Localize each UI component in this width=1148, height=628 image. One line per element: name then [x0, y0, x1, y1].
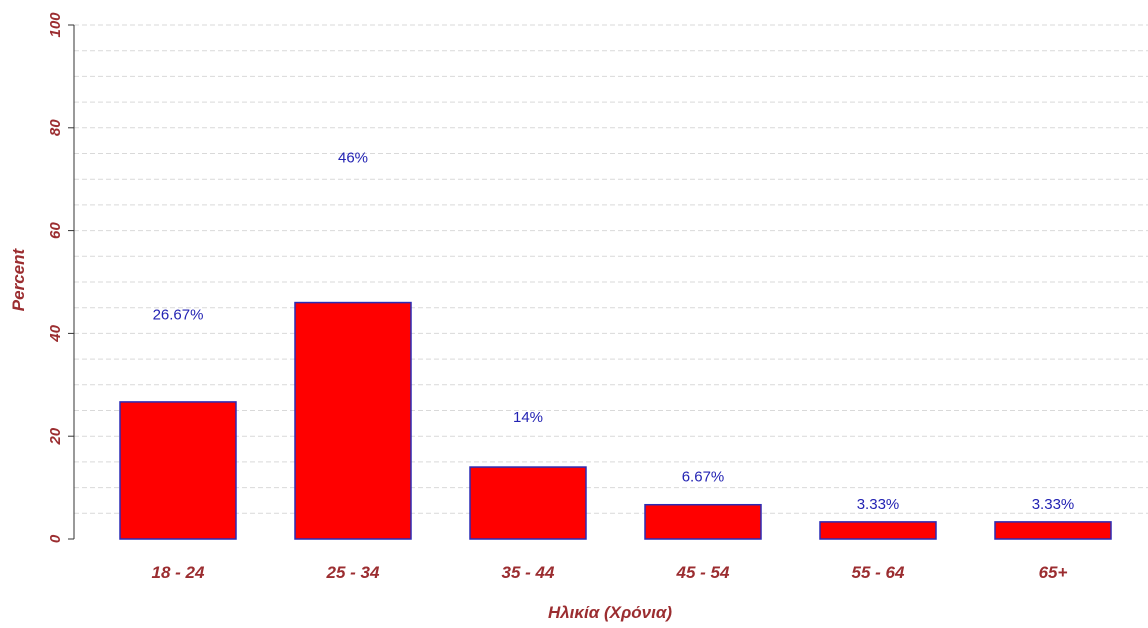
bar-3 [469, 466, 587, 540]
bar-6 [994, 521, 1112, 540]
x-tick-label: 55 - 64 [852, 563, 905, 582]
bar-5 [819, 521, 937, 540]
y-tick-label: 100 [47, 12, 64, 38]
bar-4 [644, 503, 762, 540]
data-labels: 26.67% 46% 14% 6.67% 3.33% 3.33% [153, 149, 1075, 513]
x-axis-title: Ηλικία (Χρόνια) [548, 603, 672, 622]
x-tick-label: 18 - 24 [152, 563, 205, 582]
y-tick-label: 0 [47, 534, 64, 543]
y-axis-ticks: 0 20 40 60 80 100 [47, 12, 74, 543]
bar-1 [119, 401, 237, 540]
bar-2 [294, 301, 412, 540]
data-label: 14% [513, 409, 543, 426]
y-tick-label: 60 [47, 222, 64, 239]
bars [119, 301, 1112, 540]
x-tick-label: 45 - 54 [676, 563, 730, 582]
x-tick-label: 25 - 34 [326, 563, 380, 582]
y-tick-label: 40 [47, 324, 64, 342]
y-tick-label: 20 [47, 427, 64, 445]
y-tick-label: 80 [47, 119, 64, 136]
x-axis-ticks: 18 - 24 25 - 34 35 - 44 45 - 54 55 - 64 65+ [152, 563, 1068, 582]
x-tick-label: 35 - 44 [502, 563, 555, 582]
data-label: 46% [338, 149, 368, 166]
y-axis-title: Percent [9, 247, 28, 311]
grid-lines [74, 24, 1148, 514]
data-label: 3.33% [857, 496, 900, 513]
x-tick-label: 65+ [1039, 563, 1068, 582]
data-label: 26.67% [153, 306, 204, 323]
data-label: 3.33% [1032, 496, 1075, 513]
data-label: 6.67% [682, 469, 725, 486]
